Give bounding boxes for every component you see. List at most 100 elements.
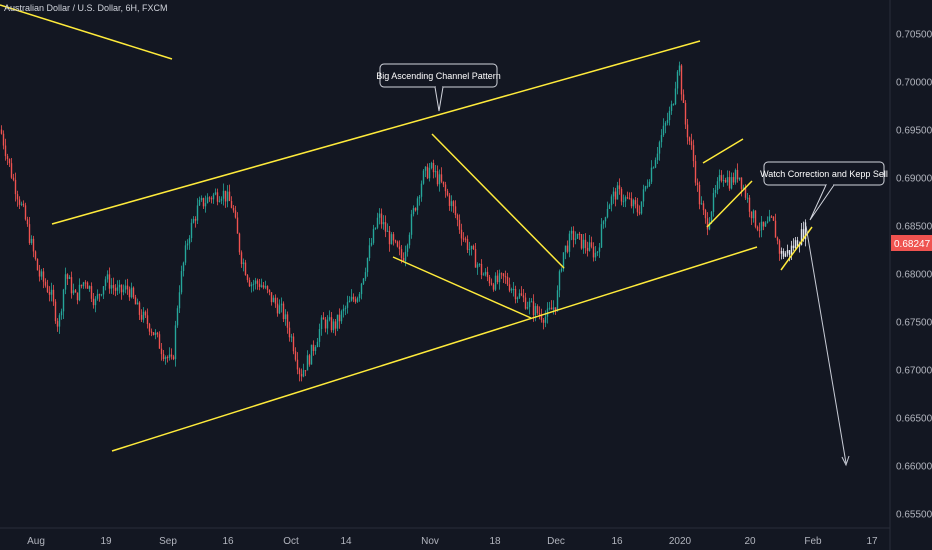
candle-body — [230, 201, 233, 208]
candle-body — [78, 284, 81, 301]
candle-body — [758, 229, 761, 231]
candle-body — [150, 331, 153, 333]
candle-body — [774, 220, 777, 238]
candle-body — [630, 198, 633, 207]
time-tick-label: Nov — [421, 536, 439, 547]
candle-body — [410, 214, 413, 235]
time-tick-label: Feb — [804, 536, 822, 547]
candle-body — [124, 285, 127, 290]
candle-body — [12, 177, 15, 180]
candle-body — [506, 276, 509, 285]
candle-body — [598, 247, 601, 252]
candle-body — [14, 179, 17, 195]
candle-body — [188, 238, 191, 244]
candle-body — [204, 203, 207, 207]
candle-body — [534, 306, 537, 316]
candle-body — [480, 263, 483, 275]
candle-body — [726, 177, 729, 183]
candle-body — [712, 192, 715, 212]
candle-body — [450, 201, 453, 206]
candle-body — [184, 245, 187, 263]
candle-body — [42, 271, 45, 282]
candle-body — [426, 166, 429, 179]
candle-body — [444, 184, 447, 192]
candle-body — [792, 245, 795, 249]
candle-body — [168, 354, 171, 358]
candle-body — [50, 289, 53, 295]
candle-body — [346, 302, 349, 308]
candle-body — [752, 210, 755, 219]
candle-body — [138, 302, 141, 315]
candle-body — [576, 233, 579, 239]
candle-body — [454, 206, 457, 215]
candle-body — [256, 280, 259, 284]
time-tick-label: 16 — [222, 536, 234, 547]
candle-body — [666, 120, 669, 123]
candle-body — [266, 286, 269, 290]
candle-body — [306, 355, 309, 371]
candle-body — [644, 186, 647, 190]
candle-body — [384, 222, 387, 232]
candle-body — [760, 221, 763, 231]
candle-body — [356, 297, 359, 302]
last-price-label: 0.68247 — [894, 239, 931, 250]
flag-upper-line — [702, 138, 744, 164]
candle-body — [360, 283, 363, 295]
candle-body — [612, 191, 615, 197]
candle-body — [698, 184, 701, 205]
candle-body — [494, 275, 497, 290]
candle-body — [610, 196, 613, 206]
candle-body — [618, 185, 621, 189]
candle-body — [374, 227, 377, 229]
candle-body — [592, 246, 595, 258]
price-tick-label: 0.70000 — [896, 78, 932, 89]
candle-body — [206, 197, 209, 204]
wedge-upper-line — [431, 133, 565, 269]
candle-body — [238, 233, 241, 253]
price-tick-label: 0.65500 — [896, 510, 932, 521]
time-tick-label: Dec — [547, 536, 565, 547]
time-tick-label: 20 — [744, 536, 756, 547]
candle-body — [580, 234, 583, 249]
candle-body — [794, 240, 797, 249]
price-tick-label: 0.69000 — [896, 174, 932, 185]
candle-body — [96, 294, 99, 299]
candle-body — [662, 125, 665, 136]
candle-body — [660, 135, 663, 143]
candle-body — [508, 284, 511, 291]
candle-body — [84, 282, 87, 284]
candle-body — [26, 219, 29, 225]
candle-body — [216, 192, 219, 202]
candle-body — [232, 207, 235, 211]
candle-body — [380, 213, 383, 225]
candle-body — [582, 239, 585, 249]
candle-body — [478, 263, 481, 265]
candle-body — [768, 216, 771, 222]
candle-body — [532, 301, 535, 316]
candle-body — [198, 200, 201, 206]
candle-body — [728, 177, 731, 189]
candle-body — [528, 301, 531, 308]
candle-body — [600, 224, 603, 248]
candle-body — [744, 187, 747, 198]
candle-body — [722, 179, 725, 181]
candle-body — [434, 171, 437, 173]
price-axis-labels: 0.70500 0.70000 0.69500 0.69000 0.68500 0.680… — [896, 30, 932, 521]
candle-body — [64, 274, 67, 290]
candle-body — [724, 179, 727, 183]
candle-body — [780, 250, 783, 254]
candle-body — [498, 273, 501, 283]
candle-body — [766, 221, 769, 223]
candle-body — [38, 270, 41, 277]
candle-body — [796, 240, 799, 247]
candle-body — [334, 321, 337, 329]
candle-body — [20, 203, 23, 205]
candle-body — [248, 280, 251, 287]
candle-body — [606, 208, 609, 218]
candle-body — [304, 370, 307, 372]
candle-body — [736, 170, 739, 180]
candle-body — [244, 262, 247, 276]
candle-body — [672, 104, 675, 106]
candle-body — [572, 230, 575, 240]
candle-body — [540, 314, 543, 320]
